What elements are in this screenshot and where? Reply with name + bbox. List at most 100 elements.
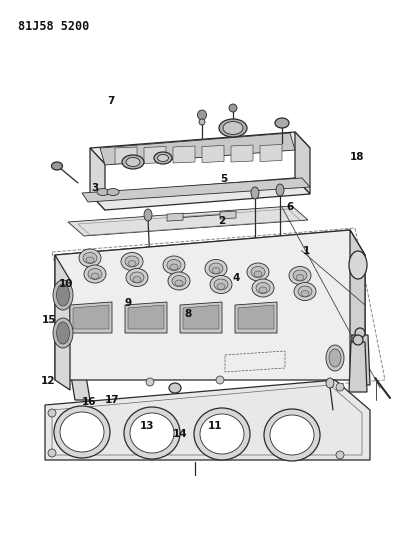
Ellipse shape	[79, 249, 101, 267]
Ellipse shape	[146, 378, 154, 386]
Ellipse shape	[209, 263, 223, 274]
Ellipse shape	[325, 378, 333, 388]
Ellipse shape	[352, 335, 362, 345]
Text: 15: 15	[41, 315, 56, 325]
Polygon shape	[348, 342, 366, 392]
Ellipse shape	[54, 406, 110, 458]
Ellipse shape	[168, 272, 190, 290]
Polygon shape	[237, 305, 273, 329]
Polygon shape	[235, 302, 276, 333]
Text: 1: 1	[302, 246, 309, 255]
Polygon shape	[219, 211, 235, 219]
Ellipse shape	[250, 187, 259, 199]
Polygon shape	[294, 132, 309, 194]
Polygon shape	[125, 302, 166, 333]
Ellipse shape	[53, 280, 73, 310]
Ellipse shape	[91, 273, 99, 279]
Text: 2: 2	[217, 216, 225, 226]
Text: 16: 16	[81, 398, 96, 407]
Ellipse shape	[51, 162, 62, 170]
Text: 18: 18	[349, 152, 363, 162]
Ellipse shape	[154, 152, 171, 164]
Polygon shape	[100, 133, 294, 165]
Text: 13: 13	[139, 422, 154, 431]
Text: 81J58 5200: 81J58 5200	[18, 20, 89, 33]
Polygon shape	[349, 230, 364, 390]
Ellipse shape	[126, 269, 147, 287]
Ellipse shape	[133, 277, 141, 282]
Polygon shape	[55, 255, 70, 390]
Polygon shape	[68, 206, 307, 236]
Ellipse shape	[197, 110, 206, 120]
Polygon shape	[230, 145, 252, 162]
Ellipse shape	[335, 383, 343, 391]
Ellipse shape	[53, 318, 73, 348]
Text: 6: 6	[285, 202, 293, 212]
Ellipse shape	[199, 119, 204, 125]
Ellipse shape	[130, 413, 173, 453]
Ellipse shape	[126, 157, 140, 166]
Ellipse shape	[254, 271, 261, 277]
Ellipse shape	[255, 282, 269, 294]
Ellipse shape	[175, 280, 183, 286]
Ellipse shape	[163, 256, 185, 274]
Polygon shape	[183, 305, 218, 329]
Ellipse shape	[223, 122, 242, 134]
Polygon shape	[128, 305, 164, 329]
Ellipse shape	[199, 414, 243, 454]
Ellipse shape	[259, 287, 266, 293]
Ellipse shape	[247, 263, 268, 281]
Ellipse shape	[252, 279, 273, 297]
Ellipse shape	[274, 118, 288, 128]
Polygon shape	[173, 146, 195, 163]
Ellipse shape	[144, 209, 152, 221]
Polygon shape	[90, 132, 309, 164]
Ellipse shape	[204, 260, 226, 278]
Ellipse shape	[325, 345, 343, 371]
Text: 10: 10	[59, 279, 74, 288]
Ellipse shape	[122, 155, 144, 169]
Ellipse shape	[297, 286, 311, 297]
Ellipse shape	[125, 256, 139, 267]
Ellipse shape	[295, 274, 303, 280]
Ellipse shape	[194, 408, 249, 460]
Ellipse shape	[56, 284, 69, 306]
Polygon shape	[82, 178, 309, 202]
Ellipse shape	[128, 261, 136, 266]
Polygon shape	[166, 213, 183, 221]
Ellipse shape	[216, 376, 223, 384]
Ellipse shape	[121, 253, 142, 271]
Polygon shape	[45, 380, 369, 460]
Ellipse shape	[214, 279, 228, 290]
Polygon shape	[144, 147, 166, 164]
Text: 4: 4	[232, 273, 239, 283]
Ellipse shape	[48, 449, 56, 457]
Text: 7: 7	[107, 96, 114, 106]
Polygon shape	[70, 302, 112, 333]
Polygon shape	[90, 148, 105, 210]
Ellipse shape	[83, 253, 97, 263]
Polygon shape	[90, 178, 309, 210]
Ellipse shape	[86, 257, 94, 263]
Ellipse shape	[275, 184, 283, 196]
Text: 11: 11	[207, 422, 222, 431]
Ellipse shape	[56, 322, 69, 344]
Ellipse shape	[300, 290, 308, 296]
Ellipse shape	[293, 282, 315, 301]
Ellipse shape	[97, 189, 109, 196]
Ellipse shape	[124, 407, 180, 459]
Ellipse shape	[218, 119, 247, 137]
Ellipse shape	[354, 328, 364, 338]
Ellipse shape	[169, 383, 180, 393]
Ellipse shape	[292, 270, 306, 281]
Polygon shape	[202, 146, 223, 163]
Ellipse shape	[228, 104, 236, 112]
Ellipse shape	[348, 251, 366, 279]
Polygon shape	[259, 144, 281, 161]
Text: 3: 3	[91, 183, 99, 192]
Ellipse shape	[171, 276, 185, 287]
Ellipse shape	[211, 268, 219, 273]
Ellipse shape	[335, 451, 343, 459]
Ellipse shape	[209, 276, 231, 294]
Ellipse shape	[288, 266, 310, 285]
